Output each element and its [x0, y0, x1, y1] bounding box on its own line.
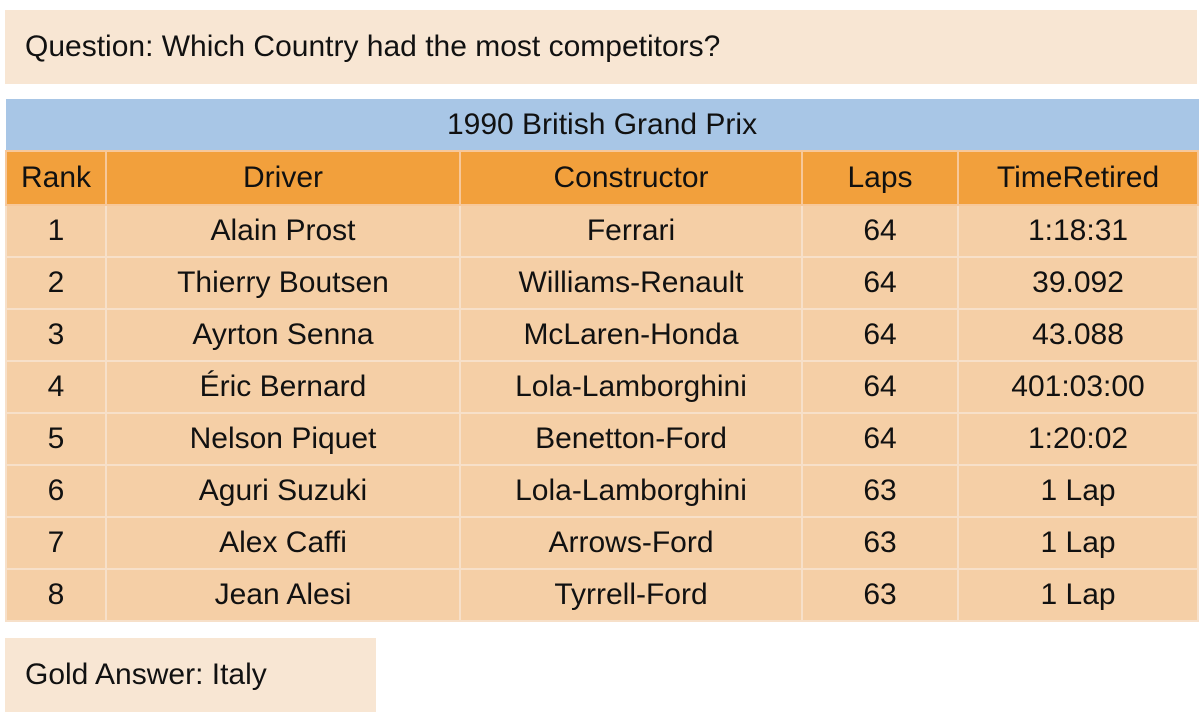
cell-driver: Aguri Suzuki	[105, 464, 461, 518]
cell-laps: 64	[801, 412, 959, 466]
cell-constructor: Lola-Lamborghini	[459, 464, 803, 518]
column-header-rank: Rank	[5, 150, 107, 206]
cell-rank: 5	[5, 412, 107, 466]
table-row: 5 Nelson Piquet Benetton-Ford 64 1:20:02	[5, 412, 1200, 466]
cell-timeretired: 39.092	[956, 256, 1200, 310]
cell-timeretired: 43.088	[956, 308, 1200, 362]
cell-timeretired: 401:03:00	[956, 360, 1200, 414]
cell-driver: Alain Prost	[105, 204, 461, 258]
cell-driver: Thierry Boutsen	[105, 256, 461, 310]
table-title-row: 1990 British Grand Prix	[5, 99, 1199, 152]
answer-box: Gold Answer: Italy	[5, 638, 376, 712]
column-header-driver: Driver	[105, 150, 461, 206]
cell-driver: Ayrton Senna	[105, 308, 461, 362]
cell-laps: 64	[801, 308, 959, 362]
cell-constructor: Tyrrell-Ford	[459, 568, 803, 622]
cell-rank: 6	[5, 464, 107, 518]
results-table-container: 1990 British Grand Prix Rank Driver Cons…	[5, 99, 1200, 622]
cell-driver: Jean Alesi	[105, 568, 461, 622]
results-table: 1990 British Grand Prix Rank Driver Cons…	[5, 99, 1200, 622]
cell-timeretired: 1 Lap	[956, 516, 1200, 570]
table-row: 4 Éric Bernard Lola-Lamborghini 64 401:0…	[5, 360, 1200, 414]
cell-rank: 2	[5, 256, 107, 310]
table-row: 3 Ayrton Senna McLaren-Honda 64 43.088	[5, 308, 1200, 362]
cell-laps: 64	[801, 360, 959, 414]
cell-constructor: Ferrari	[459, 204, 803, 258]
cell-laps: 64	[801, 204, 959, 258]
cell-rank: 3	[5, 308, 107, 362]
cell-driver: Alex Caffi	[105, 516, 461, 570]
cell-constructor: Arrows-Ford	[459, 516, 803, 570]
cell-rank: 1	[5, 204, 107, 258]
cell-constructor: Williams-Renault	[459, 256, 803, 310]
table-row: 6 Aguri Suzuki Lola-Lamborghini 63 1 Lap	[5, 464, 1200, 518]
table-title: 1990 British Grand Prix	[5, 99, 1199, 152]
table-row: 2 Thierry Boutsen Williams-Renault 64 39…	[5, 256, 1200, 310]
table-row: 1 Alain Prost Ferrari 64 1:18:31	[5, 204, 1200, 258]
table-row: 8 Jean Alesi Tyrrell-Ford 63 1 Lap	[5, 568, 1200, 622]
cell-driver: Éric Bernard	[105, 360, 461, 414]
cell-timeretired: 1:20:02	[956, 412, 1200, 466]
cell-laps: 63	[801, 464, 959, 518]
cell-timeretired: 1 Lap	[956, 568, 1200, 622]
cell-driver: Nelson Piquet	[105, 412, 461, 466]
column-header-laps: Laps	[801, 150, 959, 206]
cell-constructor: Lola-Lamborghini	[459, 360, 803, 414]
question-box: Question: Which Country had the most com…	[5, 10, 1197, 84]
cell-laps: 63	[801, 516, 959, 570]
cell-laps: 64	[801, 256, 959, 310]
answer-text: Gold Answer: Italy	[25, 658, 267, 691]
cell-timeretired: 1 Lap	[956, 464, 1200, 518]
column-header-timeretired: TimeRetired	[956, 150, 1200, 206]
cell-laps: 63	[801, 568, 959, 622]
table-header-row: Rank Driver Constructor Laps TimeRetired	[5, 150, 1200, 206]
table-row: 7 Alex Caffi Arrows-Ford 63 1 Lap	[5, 516, 1200, 570]
cell-rank: 7	[5, 516, 107, 570]
cell-constructor: McLaren-Honda	[459, 308, 803, 362]
column-header-constructor: Constructor	[459, 150, 803, 206]
question-text: Question: Which Country had the most com…	[25, 30, 721, 63]
cell-rank: 4	[5, 360, 107, 414]
cell-constructor: Benetton-Ford	[459, 412, 803, 466]
cell-timeretired: 1:18:31	[956, 204, 1200, 258]
cell-rank: 8	[5, 568, 107, 622]
